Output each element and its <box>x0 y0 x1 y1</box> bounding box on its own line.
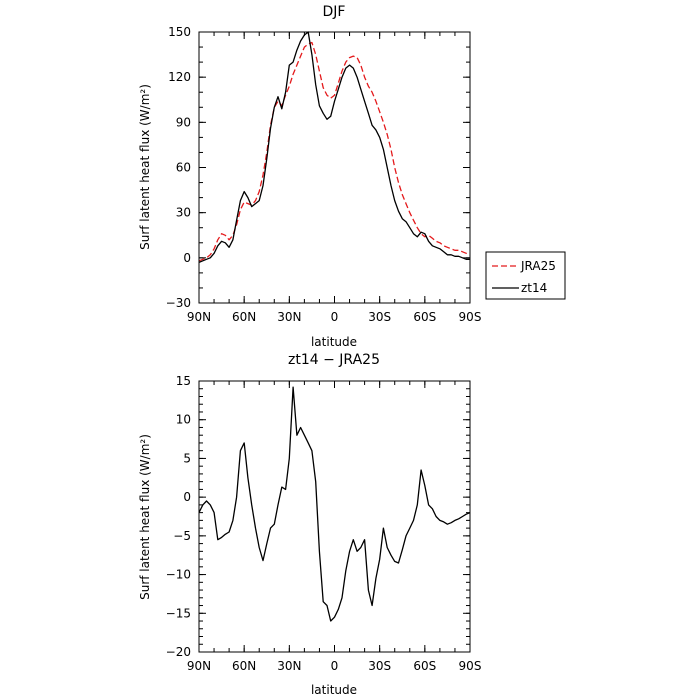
top-ticks: 90N 60N 30N 0 30S 60S 90S −30 0 30 60 90 120 150 <box>166 25 482 324</box>
top-y-tick-label: 0 <box>183 251 191 265</box>
bottom-x-tick-label: 90S <box>459 659 482 673</box>
top-y-axis-label: Surf latent heat flux (W/m²) <box>138 84 152 250</box>
bottom-x-tick-label: 60N <box>232 659 256 673</box>
top-x-axis-label: latitude <box>311 335 357 349</box>
bottom-y-tick-label: −10 <box>166 568 191 582</box>
bottom-series-group <box>198 386 471 622</box>
top-x-tick-label: 60N <box>232 310 256 324</box>
bottom-y-tick-label: −5 <box>173 529 191 543</box>
bottom-y-tick-label: 15 <box>176 374 191 388</box>
top-y-tick-label: 150 <box>168 25 191 39</box>
top-y-tick-label: −30 <box>166 296 191 310</box>
bottom-x-tick-label: 30S <box>368 659 391 673</box>
top-plot-frame <box>198 31 471 304</box>
bottom-y-tick-label: −15 <box>166 606 191 620</box>
top-x-tick-label: 60S <box>413 310 436 324</box>
top-series-group <box>198 31 471 263</box>
bottom-chart-title: zt14 − JRA25 <box>288 352 380 368</box>
bottom-x-axis-label: latitude <box>311 683 357 697</box>
bottom-y-tick-label: 0 <box>183 490 191 504</box>
top-series-line-zt14 <box>198 31 470 263</box>
bottom-y-tick-label: −20 <box>166 645 191 659</box>
bottom-y-axis-label: Surf latent heat flux (W/m²) <box>138 434 152 600</box>
legend-label-zt14: zt14 <box>521 281 547 295</box>
bottom-series-line-difference <box>198 386 471 622</box>
top-chart-title: DJF <box>323 4 346 20</box>
bottom-x-tick-label: 60S <box>413 659 436 673</box>
bottom-x-tick-label: 90N <box>187 659 211 673</box>
bottom-ticks: 90N 60N 30N 0 30S 60S 90S −20 −15 −10 −5 0 5 10 15 <box>166 374 482 673</box>
legend-label-jra25: JRA25 <box>520 259 556 273</box>
top-x-tick-label: 0 <box>331 310 339 324</box>
legend-box <box>485 251 566 300</box>
bottom-x-tick-label: 0 <box>331 659 339 673</box>
top-x-tick-label: 30S <box>368 310 391 324</box>
top-x-tick-label: 90S <box>459 310 482 324</box>
top-y-tick-label: 30 <box>176 206 191 220</box>
legend: JRA25 zt14 <box>485 251 566 300</box>
top-x-tick-label: 30N <box>277 310 301 324</box>
top-y-tick-label: 90 <box>176 115 191 129</box>
top-x-tick-label: 90N <box>187 310 211 324</box>
bottom-plot-frame <box>198 380 471 653</box>
top-series-line-jra25 <box>198 41 471 262</box>
top-y-tick-label: 60 <box>176 161 191 175</box>
bottom-y-tick-label: 5 <box>183 451 191 465</box>
bottom-panel: zt14 − JRA25 90N 60N 30N 0 30S 60S 90S −20 −15 −1… <box>138 352 481 697</box>
top-y-tick-label: 120 <box>168 70 191 84</box>
top-panel: DJF 90N 60N 30N 0 30S 60S 90S−300306090120150 … <box>138 4 566 349</box>
bottom-x-tick-label: 30N <box>277 659 301 673</box>
bottom-y-tick-label: 10 <box>176 413 191 427</box>
